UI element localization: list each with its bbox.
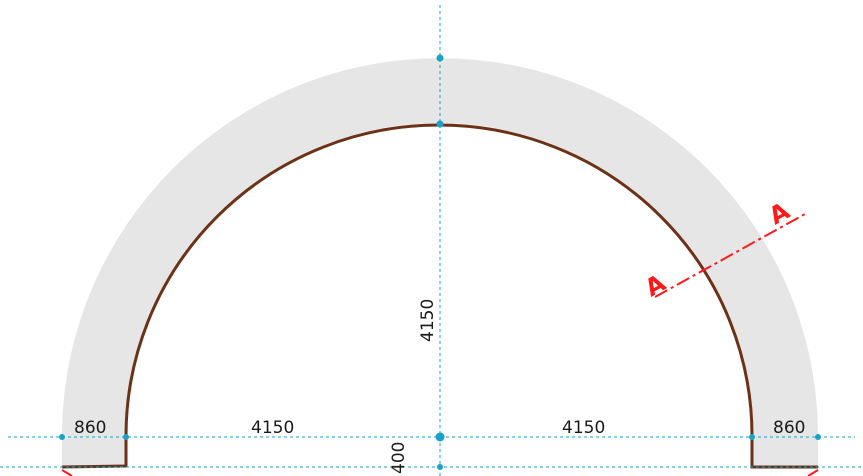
node-right-outer <box>815 434 821 440</box>
dim-left-radius: 4150 <box>251 418 294 438</box>
node-left-inner <box>123 434 129 440</box>
node-base <box>437 464 443 470</box>
dim-height: 4150 <box>418 299 438 342</box>
section-label-start: A <box>640 269 670 303</box>
node-centre <box>435 432 445 442</box>
node-left-outer <box>59 434 65 440</box>
section-end-tick-left <box>61 469 73 476</box>
dim-right-radius: 4150 <box>562 418 605 438</box>
node-top-inner <box>436 120 444 128</box>
node-right-inner <box>749 434 755 440</box>
dim-left-thickness: 860 <box>74 418 106 438</box>
dim-right-thickness: 860 <box>773 418 805 438</box>
section-end-tick-right <box>807 469 819 476</box>
node-top-outer <box>436 54 444 62</box>
dim-base: 400 <box>389 442 409 474</box>
section-cut-line <box>654 213 806 298</box>
section-label-end: A <box>764 197 794 231</box>
lining-band <box>62 58 818 467</box>
